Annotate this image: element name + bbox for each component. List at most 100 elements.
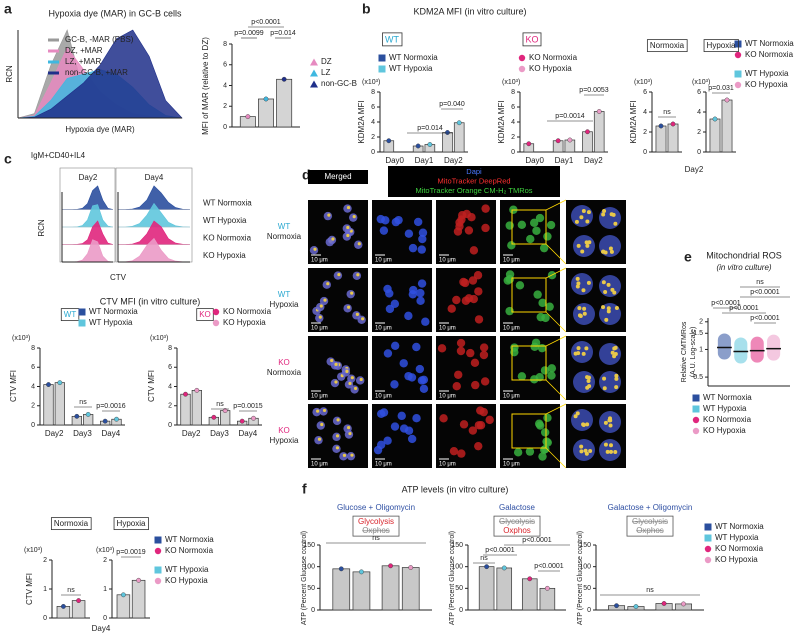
y-axis-label: Relative CMTMRos [681, 321, 688, 382]
bar-value-dot [281, 76, 287, 82]
significance-label: ns [216, 401, 224, 408]
legend-swatch [734, 40, 742, 48]
panel-letter: c [4, 151, 12, 167]
bar-value-dot [712, 116, 718, 122]
y-tick-label: 150 [579, 542, 591, 549]
legend-label: KO Normoxia [203, 234, 252, 243]
cell-image [480, 377, 490, 386]
legend-label: non-GC-B, +MAR [65, 68, 128, 77]
y-tick-label: 0 [31, 422, 35, 429]
label-box [646, 39, 688, 53]
cell-image [456, 338, 466, 348]
panel-letter: d [302, 167, 311, 183]
mito-spot [350, 453, 354, 457]
y-tick-label: 4 [168, 383, 172, 390]
legend-swatch [193, 253, 200, 260]
y-tick-label: 6 [511, 104, 515, 111]
cell-image [421, 317, 430, 326]
cell-image [399, 424, 409, 433]
cell-image [416, 296, 425, 306]
bar-value-dot [415, 143, 421, 149]
mito-spot [606, 306, 611, 311]
cell-image [543, 232, 552, 241]
cell-image [505, 270, 515, 279]
cell-image [379, 408, 389, 417]
y-tick-label: 0 [103, 615, 107, 622]
legend-label: WT Normoxia [715, 522, 764, 531]
bar-value-dot [633, 604, 639, 609]
mito-spot [588, 448, 593, 453]
cell-image [447, 304, 456, 313]
x-tick-label: Day1 [415, 156, 434, 165]
mito-spot [350, 291, 354, 295]
bar-value-dot [555, 138, 561, 144]
mito-spot [336, 418, 340, 422]
mito-spot [613, 352, 618, 357]
mito-spot [585, 219, 590, 224]
mito-spot [584, 451, 589, 456]
legend-swatch [78, 319, 86, 327]
mito-spot [609, 212, 614, 217]
legend-swatch [692, 427, 700, 435]
mito-spot [614, 385, 619, 390]
bar-value-dot [211, 414, 217, 420]
mito-spot [576, 281, 581, 286]
x-axis-label: Day4 [92, 624, 111, 633]
y-axis-label: CTV MFI [9, 370, 18, 402]
row-label: Normoxia [267, 232, 302, 241]
stain-header: MitoTracker DeepRed [437, 176, 510, 185]
chart-title: Hypoxia dye (MAR) in GC-B cells [48, 8, 182, 18]
zoom-box [511, 209, 547, 245]
merged-header: Merged [324, 172, 351, 181]
bar-value-dot [76, 598, 82, 603]
cell-image [417, 376, 427, 385]
cell-image [418, 234, 427, 244]
y-tick-label: 8 [511, 89, 515, 96]
mito-spot [316, 409, 320, 413]
label-box [522, 32, 542, 47]
mito-spot [575, 411, 580, 416]
row-label: Normoxia [267, 368, 302, 377]
pathway-label: Oxphos [362, 526, 390, 535]
mito-spot [320, 422, 324, 427]
merged-header-bg [308, 170, 368, 184]
cell-image [510, 343, 519, 352]
mito-spot [614, 376, 619, 381]
cell-image [383, 349, 393, 358]
mito-spot [581, 209, 586, 214]
cell-image [408, 243, 418, 253]
legend-swatch [212, 308, 220, 316]
bar [332, 568, 351, 611]
mito-spot [346, 205, 351, 210]
mito-spot [608, 246, 613, 251]
legend-label: KO Hypoxia [223, 318, 266, 327]
y-tick-label: 6 [643, 89, 647, 96]
cell-image [404, 371, 413, 381]
cell-image [573, 371, 595, 393]
cell-image [383, 284, 392, 294]
mito-spot [582, 311, 587, 316]
significance-label: p<0.0001 [485, 547, 514, 554]
mito-spot [577, 306, 582, 311]
legend-swatch [734, 51, 742, 59]
row-label: WT [278, 290, 291, 299]
scale-bar-label: 10 μm [375, 258, 392, 264]
mito-spot [573, 414, 578, 419]
density-curve [17, 29, 183, 119]
scale-bar-label: 10 μm [503, 326, 520, 332]
bar-value-dot [222, 408, 228, 413]
y-tick-label: 2 [371, 134, 375, 141]
legend-label: KO Hypoxia [529, 64, 572, 73]
bar-value-dot [585, 129, 590, 135]
significance-label: p=0.0099 [234, 30, 263, 37]
y-tick-label: 4 [643, 109, 647, 116]
legend-swatch [518, 54, 526, 62]
legend-label: WT Normoxia [389, 53, 438, 62]
cell-image [459, 277, 468, 287]
legend-swatch [154, 536, 162, 544]
legend-label: WT Normoxia [703, 393, 752, 402]
scale-bar-label: 10 μm [375, 326, 392, 332]
value-cloud [734, 337, 748, 364]
cell-image [470, 358, 480, 368]
